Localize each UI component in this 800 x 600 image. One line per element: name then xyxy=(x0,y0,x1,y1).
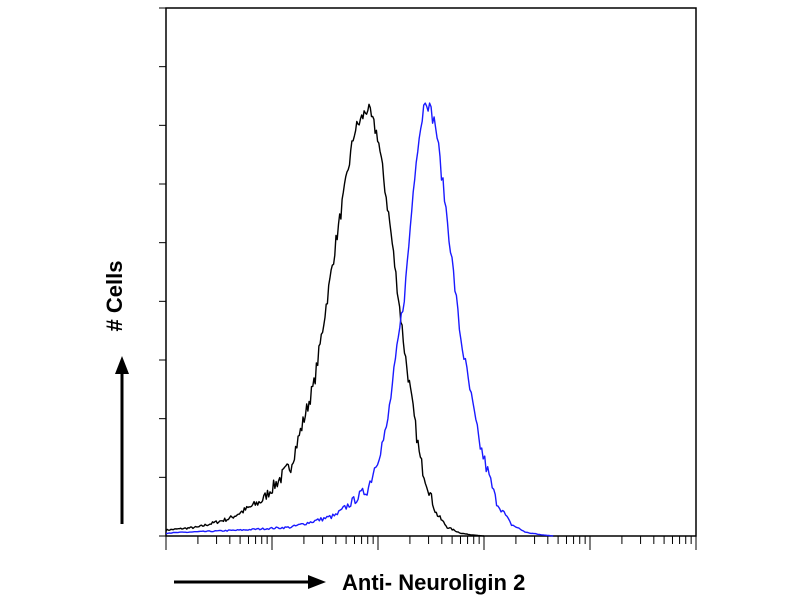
y-axis-ticks xyxy=(159,7,166,537)
plot-frame xyxy=(165,7,697,537)
x-axis-label: Anti- Neuroligin 2 xyxy=(342,570,525,595)
x-axis-ticks xyxy=(165,536,697,550)
x-axis-arrowhead xyxy=(308,575,326,589)
sample-histogram-series xyxy=(166,102,554,537)
y-axis-arrowhead xyxy=(115,356,129,374)
y-axis-label: # Cells xyxy=(102,261,127,332)
series-layer xyxy=(165,102,554,537)
control-histogram-series xyxy=(165,103,485,537)
